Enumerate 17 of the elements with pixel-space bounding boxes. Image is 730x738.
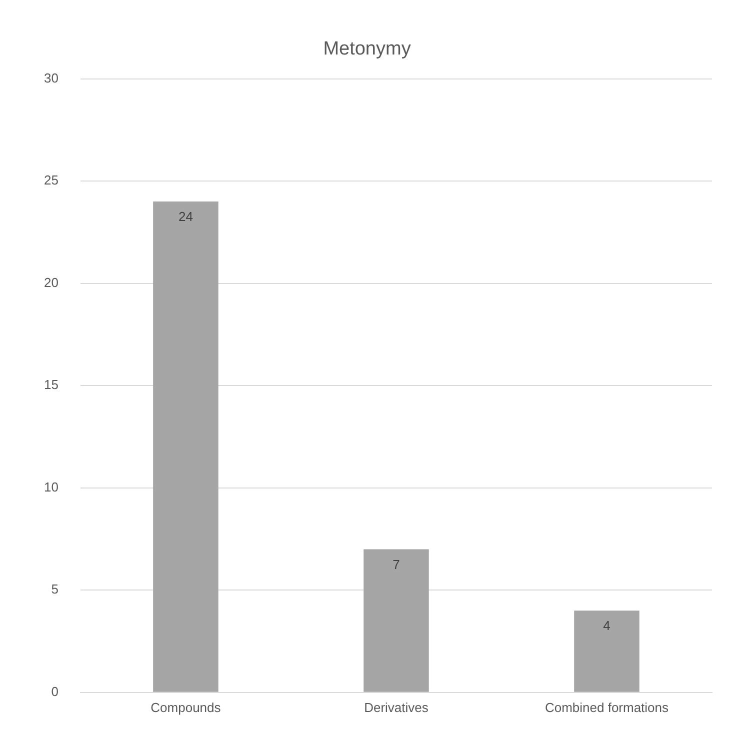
y-tick-label: 25 (44, 172, 58, 188)
x-tick-label: Combined formations (544, 700, 670, 715)
y-tick-label: 15 (44, 377, 58, 392)
y-tick-label: 10 (44, 479, 58, 494)
data-label: 24 (178, 209, 193, 224)
y-tick-label: 20 (44, 274, 58, 290)
bar (574, 610, 640, 692)
y-tick-label: 5 (51, 582, 58, 597)
y-tick-label: 0 (51, 684, 58, 699)
x-tick-label: Compounds (150, 700, 222, 715)
chart-title: Metonymy (323, 38, 412, 60)
bar (153, 202, 218, 692)
y-tick-label: 30 (44, 70, 58, 86)
x-tick-label: Derivatives (364, 700, 429, 715)
bar (364, 549, 429, 692)
data-label: 4 (603, 618, 610, 634)
data-label: 7 (392, 556, 400, 572)
